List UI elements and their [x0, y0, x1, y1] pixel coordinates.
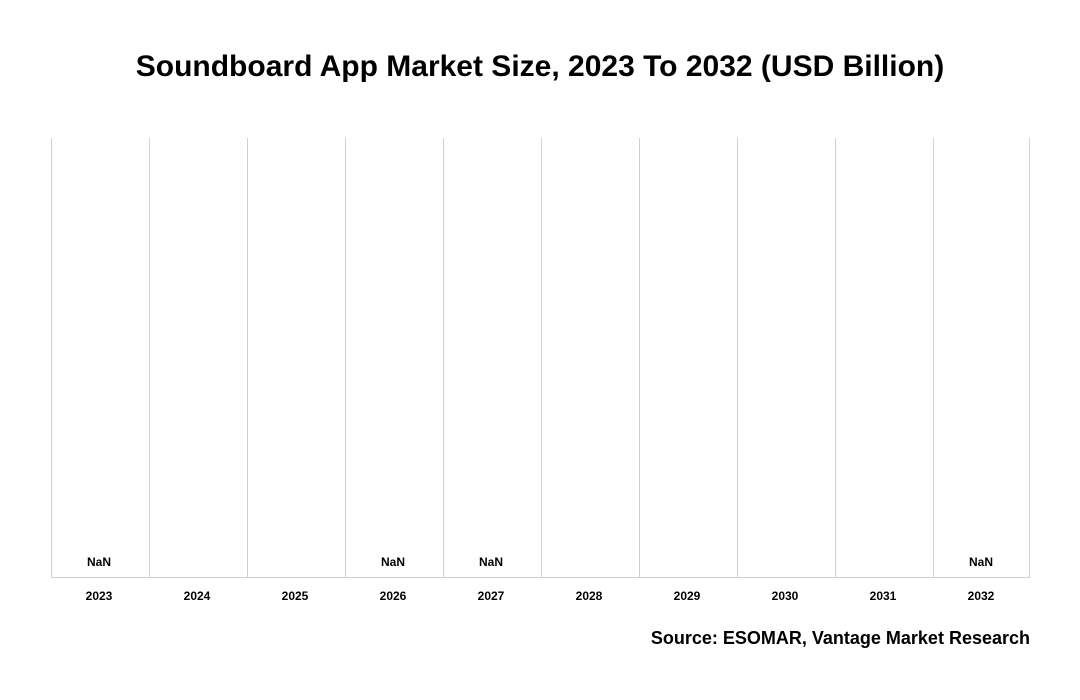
source-text: Source: ESOMAR, Vantage Market Research: [651, 628, 1030, 649]
x-tick-label: 2028: [576, 589, 603, 603]
gridline: [835, 138, 836, 578]
x-tick-label: 2027: [478, 589, 505, 603]
gridline: [443, 138, 444, 578]
gridline: [247, 138, 248, 578]
gridline: [933, 138, 934, 578]
bar-value-label: NaN: [969, 555, 993, 569]
x-tick-label: 2031: [870, 589, 897, 603]
x-tick-label: 2025: [282, 589, 309, 603]
gridline: [345, 138, 346, 578]
gridline: [737, 138, 738, 578]
x-tick-label: 2029: [674, 589, 701, 603]
bar-value-label: NaN: [87, 555, 111, 569]
bar-value-label: NaN: [381, 555, 405, 569]
x-tick-label: 2030: [772, 589, 799, 603]
gridline: [1029, 138, 1030, 578]
x-tick-label: 2032: [968, 589, 995, 603]
x-tick-label: 2023: [86, 589, 113, 603]
x-tick-label: 2024: [184, 589, 211, 603]
gridline: [541, 138, 542, 578]
gridline: [639, 138, 640, 578]
plot-area: [51, 138, 1029, 578]
bar-value-label: NaN: [479, 555, 503, 569]
gridline: [149, 138, 150, 578]
x-tick-label: 2026: [380, 589, 407, 603]
chart-title: Soundboard App Market Size, 2023 To 2032…: [0, 50, 1080, 84]
